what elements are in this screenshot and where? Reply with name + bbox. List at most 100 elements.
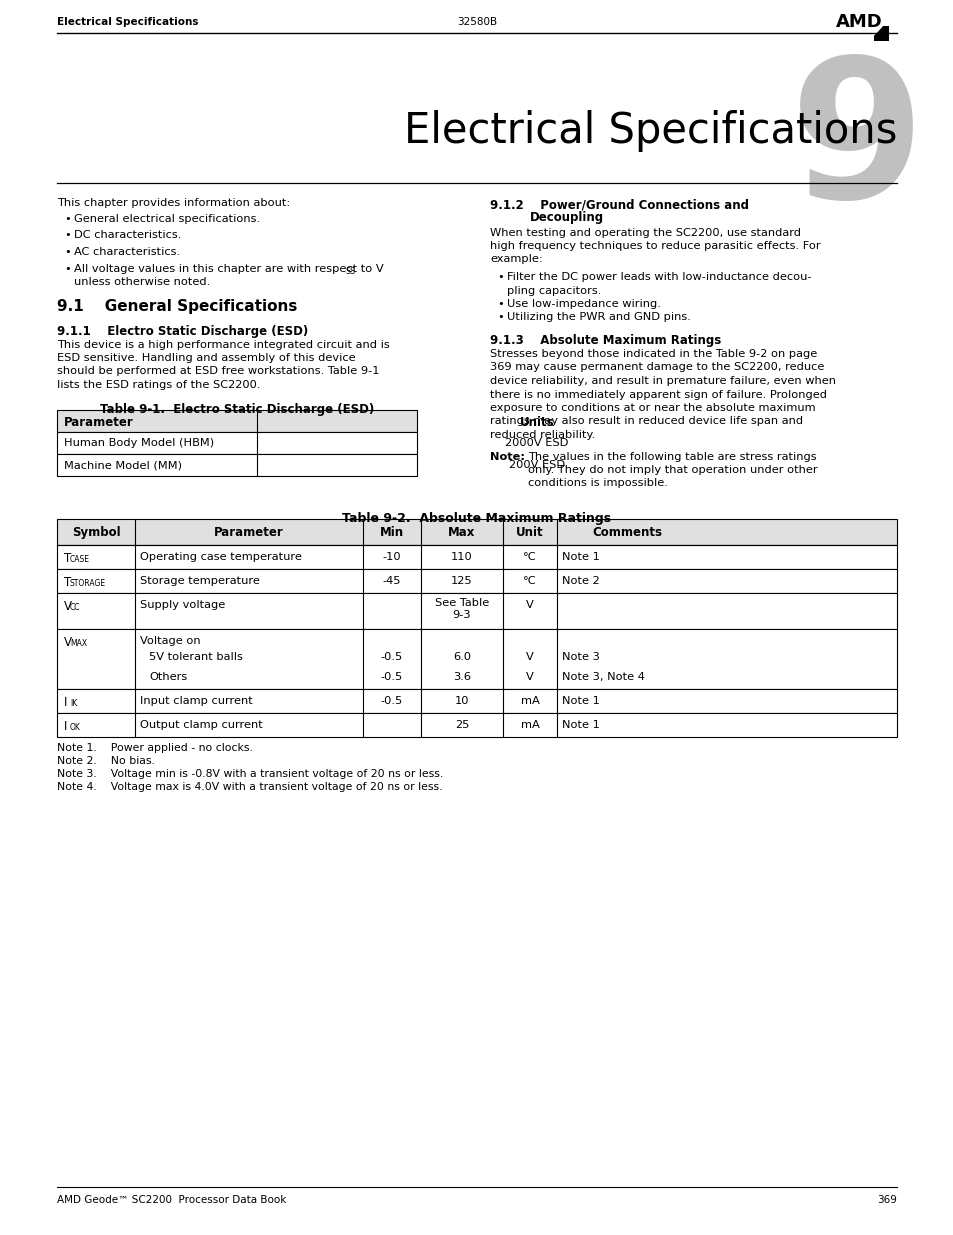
Text: General electrical specifications.: General electrical specifications. (74, 214, 260, 224)
Text: This device is a high performance integrated circuit and is: This device is a high performance integr… (57, 340, 390, 350)
Text: Human Body Model (HBM): Human Body Model (HBM) (64, 438, 213, 448)
Text: V: V (525, 600, 534, 610)
Bar (57, 713, 896, 737)
Text: •: • (497, 272, 503, 282)
Text: Unit: Unit (516, 526, 543, 538)
Text: Max: Max (448, 526, 476, 538)
Bar (57, 519, 896, 545)
Text: Units: Units (519, 415, 554, 429)
Text: Note 1: Note 1 (561, 552, 599, 562)
Text: I: I (64, 697, 68, 709)
Text: Storage temperature: Storage temperature (140, 576, 259, 585)
Bar (57, 431, 416, 453)
Text: •: • (64, 214, 71, 224)
Text: DC characteristics.: DC characteristics. (74, 231, 181, 241)
Text: Note 4.    Voltage max is 4.0V with a transient voltage of 20 ns or less.: Note 4. Voltage max is 4.0V with a trans… (57, 782, 442, 792)
Bar (57, 689, 896, 713)
Text: example:: example: (490, 254, 542, 264)
Text: T: T (64, 552, 71, 564)
Bar (57, 453, 416, 475)
Bar (873, 26, 888, 41)
Text: •: • (497, 312, 503, 322)
Text: -0.5: -0.5 (380, 652, 403, 662)
Text: Parameter: Parameter (64, 415, 133, 429)
Text: Note 2: Note 2 (561, 576, 599, 585)
Bar (57, 629, 896, 689)
Text: lists the ESD ratings of the SC2200.: lists the ESD ratings of the SC2200. (57, 380, 260, 390)
Text: Operating case temperature: Operating case temperature (140, 552, 301, 562)
Text: Table 9-1.  Electro Static Discharge (ESD): Table 9-1. Electro Static Discharge (ESD… (100, 404, 374, 416)
Text: IK: IK (70, 699, 77, 708)
Text: high frequency techniques to reduce parasitic effects. For: high frequency techniques to reduce para… (490, 241, 820, 251)
Text: STORAGE: STORAGE (70, 579, 106, 588)
Text: -0.5: -0.5 (380, 672, 403, 682)
Text: Input clamp current: Input clamp current (140, 697, 253, 706)
Text: Table 9-2.  Absolute Maximum Ratings: Table 9-2. Absolute Maximum Ratings (342, 513, 611, 525)
Bar (57, 569, 896, 593)
Text: Note 2.    No bias.: Note 2. No bias. (57, 756, 154, 766)
Text: Output clamp current: Output clamp current (140, 720, 262, 730)
Text: mA: mA (520, 697, 538, 706)
Text: I: I (64, 720, 68, 734)
Text: Use low-impedance wiring.: Use low-impedance wiring. (506, 299, 660, 309)
Text: exposure to conditions at or near the absolute maximum: exposure to conditions at or near the ab… (490, 403, 815, 412)
Text: 200V ESD: 200V ESD (508, 461, 564, 471)
Text: ratings may also result in reduced device life span and: ratings may also result in reduced devic… (490, 416, 802, 426)
Text: Decoupling: Decoupling (530, 211, 603, 225)
Polygon shape (873, 26, 882, 35)
Text: AC characteristics.: AC characteristics. (74, 247, 180, 257)
Text: Parameter: Parameter (213, 526, 284, 538)
Text: Note 1: Note 1 (561, 720, 599, 730)
Text: Utilizing the PWR and GND pins.: Utilizing the PWR and GND pins. (506, 312, 690, 322)
Text: 32580B: 32580B (456, 17, 497, 27)
Text: •: • (64, 263, 71, 273)
Text: AMD Geode™ SC2200  Processor Data Book: AMD Geode™ SC2200 Processor Data Book (57, 1195, 286, 1205)
Text: conditions is impossible.: conditions is impossible. (527, 478, 667, 489)
Text: pling capacitors.: pling capacitors. (506, 285, 600, 295)
Bar (57, 545, 896, 569)
Text: 9.1    General Specifications: 9.1 General Specifications (57, 299, 297, 314)
Text: •: • (64, 231, 71, 241)
Text: CASE: CASE (70, 555, 90, 564)
Text: Stresses beyond those indicated in the Table 9-2 on page: Stresses beyond those indicated in the T… (490, 350, 817, 359)
Text: See Table: See Table (435, 598, 489, 608)
Text: ESD sensitive. Handling and assembly of this device: ESD sensitive. Handling and assembly of … (57, 353, 355, 363)
Text: -0.5: -0.5 (380, 697, 403, 706)
Text: Note 1: Note 1 (561, 697, 599, 706)
Text: •: • (497, 299, 503, 309)
Text: only. They do not imply that operation under other: only. They do not imply that operation u… (527, 466, 817, 475)
Text: The values in the following table are stress ratings: The values in the following table are st… (527, 452, 816, 462)
Text: reduced reliability.: reduced reliability. (490, 430, 595, 440)
Text: 25: 25 (455, 720, 469, 730)
Text: Note 1.    Power applied - no clocks.: Note 1. Power applied - no clocks. (57, 743, 253, 753)
Text: Comments: Comments (592, 526, 661, 538)
Text: 9.1.3    Absolute Maximum Ratings: 9.1.3 Absolute Maximum Ratings (490, 333, 720, 347)
Text: 9-3: 9-3 (453, 610, 471, 620)
Text: -45: -45 (382, 576, 401, 585)
Text: Others: Others (149, 672, 187, 682)
Text: 369 may cause permanent damage to the SC2200, reduce: 369 may cause permanent damage to the SC… (490, 363, 823, 373)
Text: 369: 369 (876, 1195, 896, 1205)
Text: 9.1.2    Power/Ground Connections and: 9.1.2 Power/Ground Connections and (490, 198, 748, 211)
Text: •: • (64, 247, 71, 257)
Text: 5V tolerant balls: 5V tolerant balls (149, 652, 243, 662)
Text: 110: 110 (451, 552, 473, 562)
Text: V: V (64, 636, 71, 650)
Text: Note 3, Note 4: Note 3, Note 4 (561, 672, 644, 682)
Text: OK: OK (70, 722, 81, 732)
Text: there is no immediately apparent sign of failure. Prolonged: there is no immediately apparent sign of… (490, 389, 826, 399)
Text: mA: mA (520, 720, 538, 730)
Text: This chapter provides information about:: This chapter provides information about: (57, 198, 290, 207)
Text: When testing and operating the SC2200, use standard: When testing and operating the SC2200, u… (490, 227, 801, 237)
Text: 125: 125 (451, 576, 473, 585)
Text: Note 3.    Voltage min is -0.8V with a transient voltage of 20 ns or less.: Note 3. Voltage min is -0.8V with a tran… (57, 769, 443, 779)
Text: °C: °C (522, 552, 537, 562)
Text: 9.1.1    Electro Static Discharge (ESD): 9.1.1 Electro Static Discharge (ESD) (57, 325, 308, 337)
Text: V: V (525, 672, 534, 682)
Text: Note 3: Note 3 (561, 652, 599, 662)
Text: 6.0: 6.0 (453, 652, 471, 662)
Text: Electrical Specifications: Electrical Specifications (403, 110, 896, 152)
Text: MAX: MAX (70, 638, 87, 648)
Text: Filter the DC power leads with low-inductance decou-: Filter the DC power leads with low-induc… (506, 272, 811, 282)
Text: 2000V ESD: 2000V ESD (505, 438, 568, 448)
